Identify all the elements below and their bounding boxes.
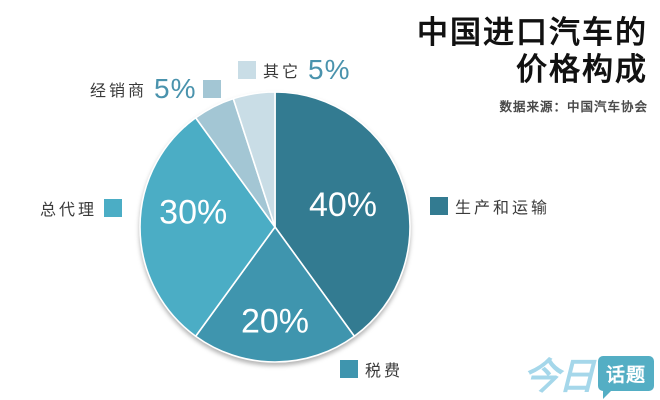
jingxiaoshang-swatch-icon (203, 80, 222, 98)
pie-slice-4 (232, 91, 276, 228)
pie-slice-percent-1: 20% (241, 303, 309, 341)
pie-slice-percent-0: 40% (309, 186, 377, 224)
qita-swatch-icon (238, 61, 256, 79)
qita-percent: 5% (308, 54, 351, 85)
shuifei-swatch-icon (340, 360, 358, 378)
zongdaili-label: 总代理 (40, 202, 98, 219)
shuifei-label: 税费 (365, 363, 404, 380)
shengchanheyunshu-swatch-icon (430, 197, 448, 215)
zongdaili-swatch-icon (104, 199, 123, 217)
pie-slice-2 (139, 116, 276, 338)
qita-label: 其它 (263, 64, 302, 81)
callout-shuifei: 税费 (340, 355, 403, 383)
title-block: 中国进口汽车的 价格构成 数据来源：中国汽车协会 (417, 14, 648, 115)
jingxiaoshang-label: 经销商 (90, 83, 148, 100)
pie-slice-0 (274, 91, 411, 338)
callout-shengchanheyunshu: 生产和运输 (430, 192, 550, 220)
shengchanheyunshu-label: 生产和运输 (455, 200, 551, 217)
pie-slice-1 (194, 226, 356, 363)
page-title-line2: 价格构成 (516, 52, 648, 87)
pie-slice-percent-2: 30% (159, 194, 227, 232)
page-title-line1: 中国进口汽车的 (417, 15, 648, 50)
jingxiaoshang-percent: 5% (154, 73, 197, 104)
callout-zongdaili: 总代理 (40, 194, 123, 222)
callout-jingxiaoshang: 经销商 5% (90, 73, 222, 104)
logo: 今日 话题 (523, 346, 655, 400)
logo-bubble-icon: 话题 (598, 355, 655, 399)
logo-script-text: 今日 (523, 356, 595, 397)
callout-qita: 其它 5% (238, 54, 350, 86)
data-source: 数据来源：中国汽车协会 (499, 100, 648, 114)
